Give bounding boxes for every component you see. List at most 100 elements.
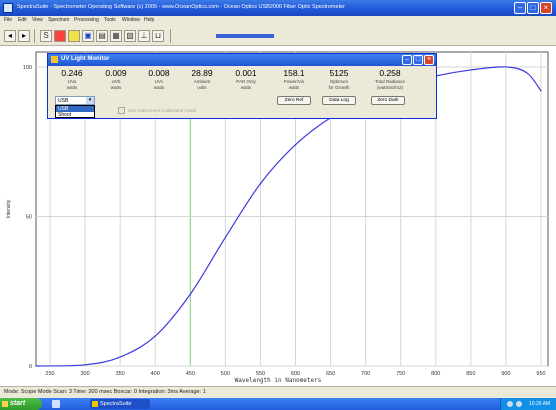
zero-dark-button[interactable]: Zero Dark — [371, 96, 405, 105]
x-tick-label: 400 — [151, 371, 160, 377]
menu-edit[interactable]: Edit — [18, 17, 27, 23]
spectrum-point — [154, 335, 156, 337]
app-icon — [3, 3, 13, 13]
y-tick-label: 0 — [29, 364, 32, 370]
spectrum-point — [470, 69, 472, 71]
dialog-title: UV Light Monitor — [61, 56, 110, 62]
dialog-minimize-button[interactable]: – — [402, 55, 412, 65]
spectrum-point — [224, 236, 226, 239]
meter-unit: volts — [197, 84, 207, 90]
x-tick-label: 950 — [536, 371, 545, 377]
x-tick-label: 500 — [221, 371, 230, 377]
device-select[interactable]: USB ▾ — [55, 96, 95, 105]
step-back-icon[interactable]: ◂ — [4, 30, 16, 42]
start-button[interactable]: start — [0, 398, 42, 410]
uv-light-monitor-dialog: UV Light Monitor – □ × 0.246 UVa watts 0… — [47, 53, 437, 119]
spectrum-point — [505, 66, 507, 68]
toolbar-separator — [34, 29, 35, 43]
x-tick-label: 300 — [81, 371, 90, 377]
meter-value: 0.246 — [61, 68, 83, 78]
dialog-close-button[interactable]: × — [424, 55, 434, 65]
meter-unit: (watts/sr/m2) — [376, 84, 403, 90]
meter-value: 0.009 — [105, 68, 127, 78]
save-icon[interactable]: ▣ — [82, 30, 94, 42]
y-tick-label: 100 — [23, 65, 32, 71]
calibration-checkbox[interactable]: Use Instrument Calibration Data — [118, 107, 196, 114]
menu-view[interactable]: View — [32, 17, 43, 23]
chevron-down-icon[interactable]: ▾ — [86, 97, 94, 104]
x-axis-title: Wavelength in Nanometers — [234, 377, 322, 384]
sun-icon — [51, 56, 58, 63]
dialog-maximize-button[interactable]: □ — [413, 55, 423, 65]
x-tick-label: 550 — [256, 371, 265, 377]
menu-file[interactable]: File — [4, 17, 13, 23]
x-tick-label: 750 — [396, 371, 405, 377]
meter-unit: watts — [66, 84, 78, 90]
step-forward-icon[interactable]: ▸ — [18, 30, 30, 42]
menu-spectrum[interactable]: Spectrum — [48, 17, 70, 23]
minimize-button[interactable]: – — [514, 2, 526, 14]
overlay-icon[interactable]: ▤ — [96, 30, 108, 42]
dialog-title-bar[interactable]: UV Light Monitor – □ × — [48, 54, 436, 66]
print-icon[interactable]: ▦ — [110, 30, 122, 42]
annotate-icon[interactable]: ⊔ — [152, 30, 164, 42]
checkbox-box[interactable] — [118, 107, 125, 114]
peak-icon[interactable]: ⊥ — [138, 30, 150, 42]
light-icon[interactable] — [68, 30, 80, 42]
meter-value: 158.1 — [283, 68, 305, 78]
meter-ambient: 28.89 Ambient volts — [182, 68, 222, 90]
taskbar-item-label: SpectraSuite — [100, 401, 132, 407]
y-axis-label: Intensity — [6, 199, 12, 218]
x-tick-label: 850 — [466, 371, 475, 377]
meter-label: PAR Only — [236, 79, 256, 84]
taskbar-item-spectrasuite[interactable]: SpectraSuite — [90, 399, 150, 409]
toolbar: ◂ ▸ S ▣ ▤ ▦ ▧ ⊥ ⊔ — [0, 25, 556, 46]
meter-label: Power/Vis — [283, 79, 305, 84]
meter-label: Optimum — [329, 79, 349, 84]
menu-bar: File Edit View Spectrum Processing Tools… — [0, 16, 556, 25]
spectrum-point — [526, 72, 528, 74]
meter-unit: watts — [153, 84, 165, 90]
meter-unit: for Growth — [328, 84, 350, 90]
meter-label: UVc — [154, 79, 164, 84]
network-icon[interactable] — [507, 401, 513, 407]
system-tray: 10:26 AM — [500, 398, 556, 410]
zoom-icon[interactable]: ▧ — [124, 30, 136, 42]
menu-tools[interactable]: Tools — [104, 17, 116, 23]
dropdown-option[interactable]: Shoot — [58, 112, 72, 118]
maximize-button[interactable]: □ — [527, 2, 539, 14]
window-title-bar[interactable]: SpectraSuite - Spectrometer Operating So… — [0, 0, 556, 16]
status-bar: Mode: Scope Mode Scan: 3 Time: 200 msec … — [0, 386, 556, 398]
data-log-button[interactable]: Data Log — [322, 96, 356, 105]
app-taskbar-icon — [92, 401, 98, 407]
meter-optimum: 5125 Optimum for Growth — [319, 68, 359, 90]
meter-unit: watts — [110, 84, 122, 90]
close-button[interactable]: × — [540, 2, 552, 14]
menu-window[interactable]: Window — [122, 17, 140, 23]
menu-processing[interactable]: Processing — [74, 17, 99, 23]
quick-launch-icon[interactable] — [52, 400, 60, 408]
checkbox-label: Use Instrument Calibration Data — [128, 108, 197, 114]
meter-value: 5125 — [329, 68, 349, 78]
menu-help[interactable]: Help — [144, 17, 155, 23]
meter-value: 0.258 — [379, 68, 401, 78]
meter-power: 158.1 Power/Vis watts — [274, 68, 314, 90]
x-tick-label: 650 — [326, 371, 335, 377]
spectrum-point — [35, 365, 37, 367]
x-tick-label: 450 — [186, 371, 195, 377]
spectrum-line — [35, 66, 542, 367]
dark-icon[interactable] — [54, 30, 66, 42]
volume-icon[interactable] — [516, 401, 522, 407]
meter-value: 0.001 — [235, 68, 257, 78]
meter-uvc: 0.008 UVc watts — [139, 68, 179, 90]
toolbar-separator — [170, 29, 171, 43]
scope-mode-icon[interactable]: S — [40, 30, 52, 42]
device-dropdown-list: USB Shoot — [55, 105, 95, 118]
meter-value: 28.89 — [191, 68, 213, 78]
zero-ref-button[interactable]: Zero Ref — [277, 96, 311, 105]
dropdown-option[interactable]: USB — [56, 106, 94, 112]
spectrum-point — [119, 356, 121, 358]
x-tick-label: 250 — [45, 371, 54, 377]
meter-label: UVb — [111, 79, 121, 84]
start-label: start — [10, 400, 26, 407]
